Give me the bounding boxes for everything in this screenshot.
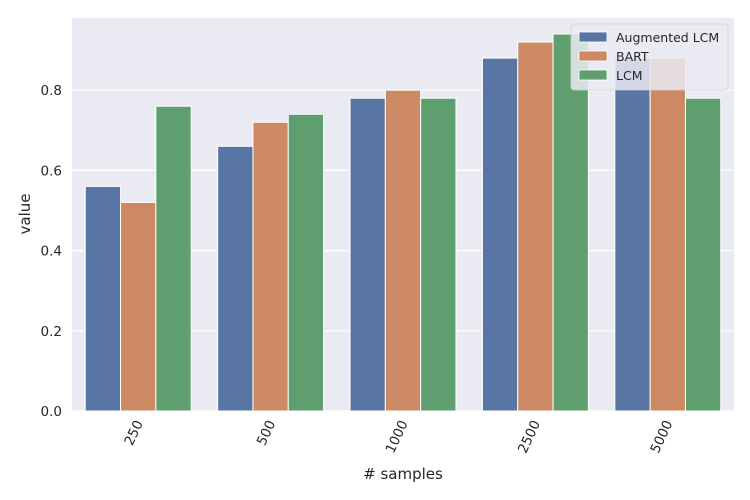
x-tick-label: 500 (254, 418, 279, 448)
y-axis-title: value (16, 194, 34, 235)
bar (155, 105, 192, 412)
bar (252, 121, 289, 412)
bar (614, 57, 651, 412)
y-tick-label: 0.6 (41, 163, 62, 179)
legend-label: Augmented LCM (616, 30, 719, 45)
x-axis-title: # samples (363, 465, 443, 483)
legend-label: BART (616, 49, 649, 64)
bar (120, 201, 157, 412)
bar (649, 57, 686, 412)
legend-label: LCM (616, 68, 642, 83)
x-tick-label: 5000 (647, 418, 676, 456)
legend-swatch (578, 69, 608, 81)
x-tick-labels: 250 500 1000 2500 5000 (121, 418, 676, 456)
legend-swatch (578, 50, 608, 62)
bar (420, 97, 457, 412)
legend-box (570, 23, 729, 91)
legend: Augmented LCM BART LCM (570, 23, 729, 91)
bar (684, 97, 722, 412)
bar (349, 97, 386, 412)
y-tick-label: 0.4 (41, 244, 62, 260)
y-tick-label: 0.0 (41, 404, 62, 420)
x-tick-label: 2500 (515, 418, 544, 456)
bars (84, 33, 722, 412)
bar (84, 185, 122, 412)
bar (287, 113, 325, 412)
y-tick-label: 0.8 (41, 83, 62, 99)
x-tick-label: 1000 (383, 418, 412, 456)
legend-swatch (578, 31, 608, 43)
y-tick-label: 0.2 (41, 324, 62, 340)
bar (517, 41, 554, 412)
y-tick-labels: 0.0 0.2 0.4 0.6 0.8 (41, 83, 62, 420)
bar (481, 57, 519, 412)
x-tick-label: 250 (121, 418, 146, 448)
bar (552, 33, 589, 412)
bar (217, 145, 254, 412)
bar (384, 89, 422, 412)
